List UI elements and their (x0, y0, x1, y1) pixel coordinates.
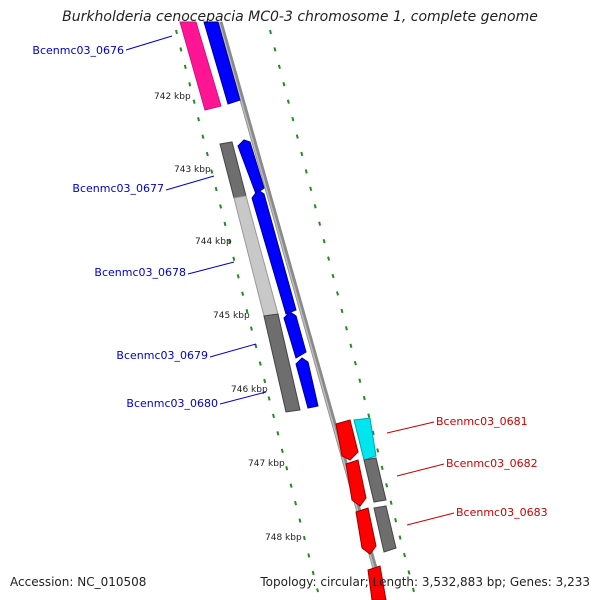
gene-label-0681[interactable]: Bcenmc03_0681 (436, 415, 528, 428)
gene-block-0676-rrna[interactable] (179, 21, 222, 111)
cds-arrow-0680[interactable] (295, 357, 319, 409)
tick-label-745: 745 kbp (213, 311, 250, 321)
tick-label-743: 743 kbp (174, 165, 211, 175)
cds-arrow-0682[interactable] (345, 459, 367, 507)
gene-block-0679[interactable] (263, 313, 301, 413)
leader-line-0678 (187, 261, 235, 275)
leader-line-0683 (406, 512, 455, 526)
gene-label-0676[interactable]: Bcenmc03_0676 (32, 44, 124, 57)
leader-line-0676 (125, 35, 173, 51)
leader-line-0679 (209, 343, 257, 358)
gene-label-0680[interactable]: Bcenmc03_0680 (126, 397, 218, 410)
tick-label-748: 748 kbp (265, 533, 302, 543)
genome-backbone-highlight (218, 21, 384, 600)
tick-label-747: 747 kbp (248, 459, 285, 469)
gene-block-0682[interactable] (363, 457, 387, 503)
cds-arrow-0681[interactable] (335, 419, 359, 461)
cds-arrow-0678[interactable] (251, 189, 297, 315)
topology-text: Topology: circular; Length: 3,532,883 bp… (260, 575, 590, 589)
cds-arrow-0683[interactable] (355, 507, 377, 555)
map-title: Burkholderia cenocepacia MC0-3 chromosom… (62, 9, 538, 25)
accession-text: Accession: NC_010508 (10, 575, 147, 589)
gene-label-0679[interactable]: Bcenmc03_0679 (116, 349, 208, 362)
leader-line-0680 (219, 391, 267, 405)
tick-label-744: 744 kbp (195, 237, 232, 247)
gene-label-0683[interactable]: Bcenmc03_0683 (456, 506, 548, 519)
leader-line-0681 (386, 421, 435, 434)
leader-line-0677 (165, 175, 215, 191)
leader-line-0682 (396, 463, 445, 477)
tick-label-742: 742 kbp (154, 92, 191, 102)
cds-arrow-0677[interactable] (237, 139, 265, 195)
cds-arrow-0679[interactable] (283, 311, 307, 359)
tick-label-746: 746 kbp (231, 385, 268, 395)
gene-label-0677[interactable]: Bcenmc03_0677 (72, 182, 164, 195)
tick-track-right (269, 29, 415, 593)
cds-arrow-0676[interactable] (203, 21, 241, 105)
gene-block-0683[interactable] (373, 505, 397, 553)
cds-arrow-next[interactable] (367, 565, 387, 600)
trna-block-0681[interactable] (353, 417, 377, 461)
gene-label-0682[interactable]: Bcenmc03_0682 (446, 457, 538, 470)
gene-label-0678[interactable]: Bcenmc03_0678 (94, 266, 186, 279)
tick-track-left (175, 29, 319, 593)
